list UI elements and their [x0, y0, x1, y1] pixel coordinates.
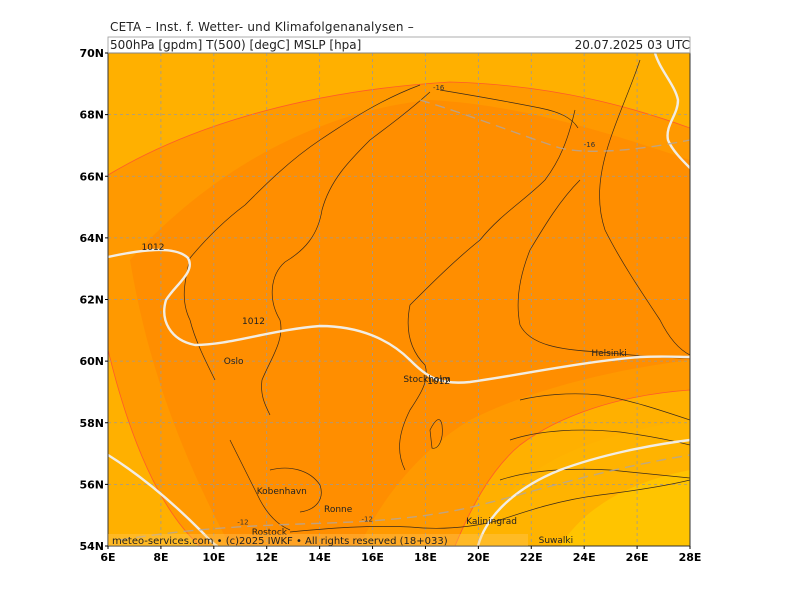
longitude-label: 10E	[202, 551, 225, 564]
temperature-value-label: -12	[362, 515, 373, 523]
temp-band-warmest	[560, 470, 690, 546]
longitude-label: 18E	[414, 551, 437, 564]
temperature-value-label: -12	[237, 518, 248, 526]
isobar-1012-east	[653, 53, 690, 169]
longitude-label: 8E	[153, 551, 168, 564]
latitude-label: 68N	[79, 109, 104, 122]
map-parameters: 500hPa [gpdm] T(500) [degC] MSLP [hpa]	[110, 38, 362, 52]
longitude-label: 28E	[679, 551, 702, 564]
temperature-value-label: -16	[433, 84, 445, 92]
longitude-label: 20E	[467, 551, 490, 564]
map-valid-time: 20.07.2025 03 UTC	[574, 38, 690, 52]
isobar-value-label: 1012	[242, 317, 265, 327]
longitude-label: 14E	[308, 551, 331, 564]
copyright-footer: meteo-services.com • (c)2025 IWKF • All …	[112, 536, 448, 547]
isobars	[108, 53, 690, 546]
city-label: Ronne	[324, 505, 353, 515]
map-title: CETA – Inst. f. Wetter- und Klimafolgena…	[110, 20, 414, 34]
isobar-value-label: 1012	[427, 377, 450, 387]
city-label: Rostock	[252, 528, 288, 538]
latitude-label: 66N	[79, 170, 104, 183]
coastlines	[183, 59, 690, 533]
longitude-label: 22E	[520, 551, 543, 564]
temp-contour-north	[108, 81, 690, 176]
latitude-label: 58N	[79, 417, 104, 430]
city-label: Kaliningrad	[466, 517, 517, 527]
city-label: Suwalki	[539, 536, 574, 546]
isobar-south-east	[476, 438, 690, 546]
longitude-label: 26E	[626, 551, 649, 564]
longitude-label: 16E	[361, 551, 384, 564]
isobar-south-west	[108, 453, 219, 546]
longitude-label: 6E	[100, 551, 115, 564]
latitude-label: 62N	[79, 294, 104, 307]
city-labels: Oslo Stockholm Helsinki Kobenhavn Ronne Rosto…	[224, 349, 627, 546]
isobar-labels: 1012 1012 1012	[142, 243, 451, 387]
temp-contour-south	[454, 389, 690, 546]
isobar-value-label: 1012	[142, 243, 165, 253]
header-box	[107, 36, 691, 54]
temp-dashed-contours	[119, 99, 690, 541]
longitude-label: 24E	[573, 551, 596, 564]
footer-box	[108, 534, 528, 546]
lat-lon-grid	[108, 53, 690, 546]
latitude-label: 60N	[79, 355, 104, 368]
city-label: Oslo	[224, 357, 244, 367]
map-canvas: 1012 1012 1012 -16 -16 -12 -12 Oslo Stockholm H…	[108, 53, 690, 546]
temperature-value-label: -16	[584, 141, 596, 149]
temperature-labels: -16 -16 -12 -12	[237, 84, 596, 526]
temp-band-core	[130, 100, 690, 546]
latitude-label: 70N	[79, 47, 104, 60]
city-label: Kobenhavn	[257, 487, 307, 497]
latitude-label: 64N	[79, 232, 104, 245]
longitude-label: 12E	[255, 551, 278, 564]
city-label: Stockholm	[403, 375, 450, 385]
isobar-1012-west	[108, 248, 690, 384]
latitude-label: 54N	[79, 540, 104, 553]
city-label: Helsinki	[591, 349, 626, 359]
latitude-label: 56N	[79, 478, 104, 491]
